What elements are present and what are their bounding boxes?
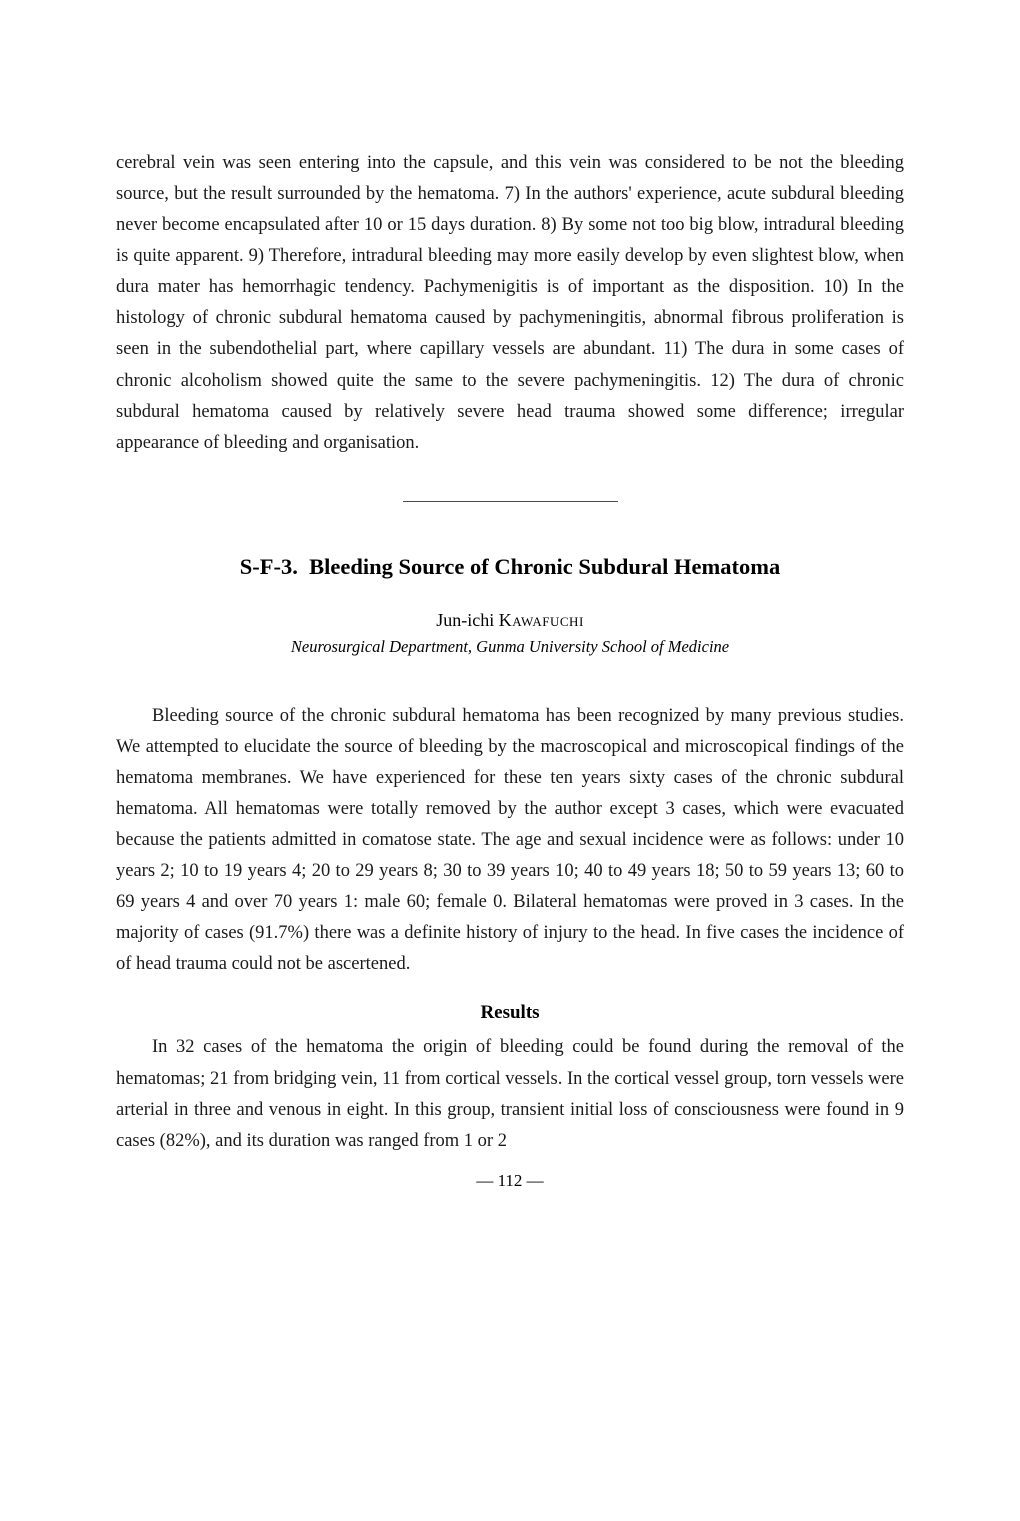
author-surname: Kawafuchi xyxy=(499,610,584,630)
results-paragraph: In 32 cases of the hematoma the origin o… xyxy=(116,1032,904,1156)
top-paragraph: cerebral vein was seen entering into the… xyxy=(116,148,904,459)
section-number: S-F-3. xyxy=(240,554,298,579)
affiliation: Neurosurgical Department, Gunma Universi… xyxy=(116,637,904,657)
author-firstname: Jun-ichi xyxy=(436,610,494,630)
page-container: cerebral vein was seen entering into the… xyxy=(0,0,1020,1521)
main-paragraph: Bleeding source of the chronic subdural … xyxy=(116,701,904,981)
author-line: Jun-ichi Kawafuchi xyxy=(116,610,904,631)
section-title-text: Bleeding Source of Chronic Subdural Hema… xyxy=(309,554,780,579)
section-title: S-F-3. Bleeding Source of Chronic Subdur… xyxy=(116,554,904,580)
section-separator xyxy=(403,501,618,502)
results-heading: Results xyxy=(116,1002,904,1024)
page-number: — 112 — xyxy=(116,1171,904,1191)
